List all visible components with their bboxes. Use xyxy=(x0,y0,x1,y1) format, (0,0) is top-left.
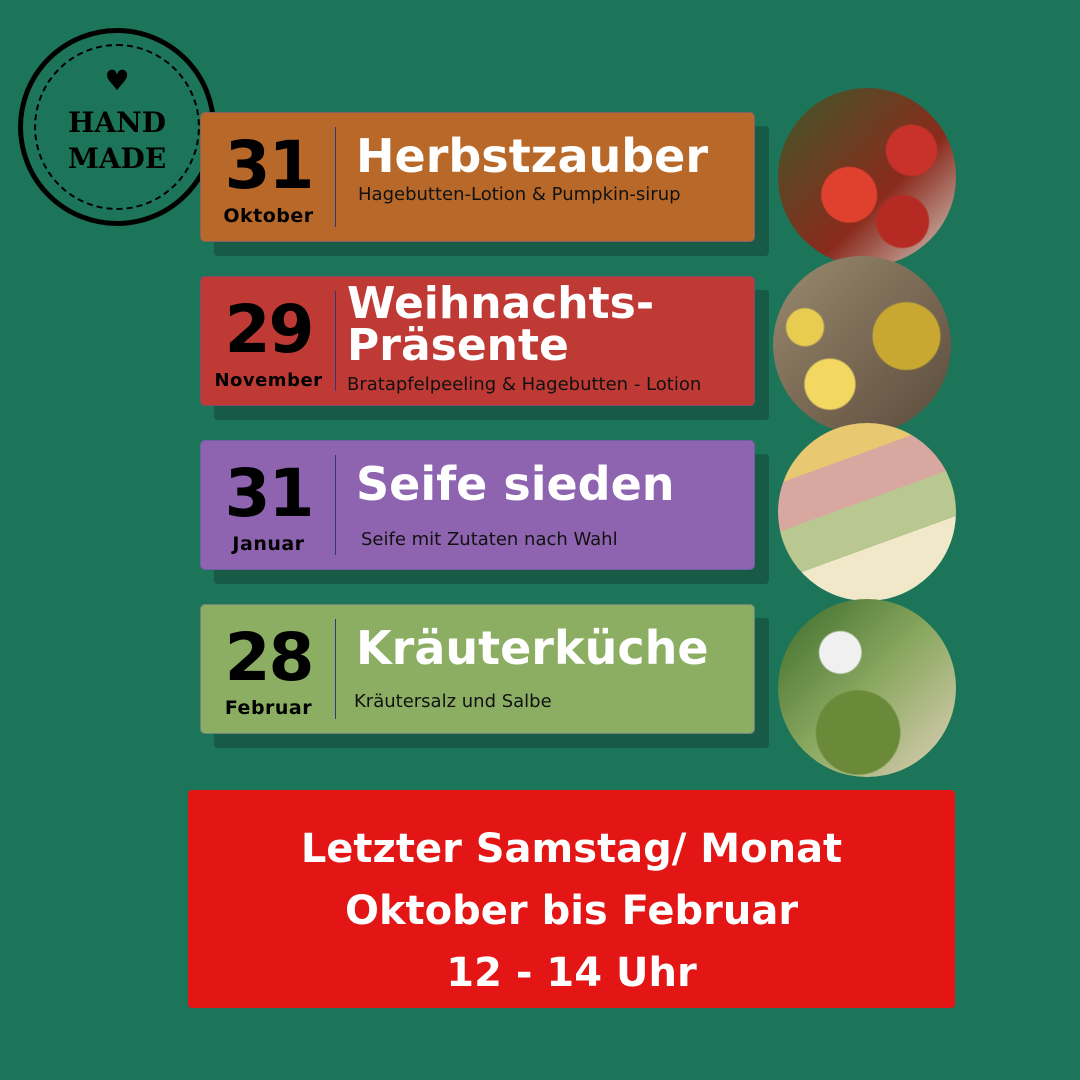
divider xyxy=(335,127,336,227)
event-month: Januar xyxy=(232,533,305,555)
event-subtitle: Hagebutten-Lotion & Pumpkin-sirup xyxy=(358,184,681,205)
banner-line3: 12 - 14 Uhr xyxy=(446,950,697,996)
event-month: Februar xyxy=(224,697,313,719)
event-card-seife: 31 Januar Seife sieden Seife mit Zutaten … xyxy=(200,440,755,570)
event-card-weihnachten: 29 November Weihnachts- Präsente Bratapfel… xyxy=(200,276,755,406)
event-subtitle: Seife mit Zutaten nach Wahl xyxy=(361,529,618,550)
title-line1: Weihnachts- xyxy=(347,278,655,329)
title-line2: Präsente xyxy=(347,320,569,371)
lemon-oil-photo xyxy=(773,256,951,434)
divider xyxy=(335,455,336,555)
divider xyxy=(335,619,336,719)
event-title: Herbstzauber xyxy=(356,129,709,183)
stamp-line1: HAND xyxy=(67,106,167,139)
handmade-stamp: ♥ HAND MADE xyxy=(18,28,216,226)
schedule-banner: Letzter Samstag/ Monat Oktober bis Febru… xyxy=(188,790,955,1008)
event-subtitle: Kräutersalz und Salbe xyxy=(354,691,552,712)
event-subtitle: Bratapfelpeeling & Hagebutten - Lotion xyxy=(347,374,702,395)
banner-line1: Letzter Samstag/ Monat xyxy=(300,826,843,872)
event-day: 28 xyxy=(224,619,315,696)
banner-line2: Oktober bis Februar xyxy=(344,888,799,934)
heart-icon: ♥ xyxy=(104,64,130,97)
event-day: 29 xyxy=(224,291,315,368)
rosehip-oil-photo xyxy=(778,88,956,266)
event-month: November xyxy=(214,370,323,391)
event-title: Weihnachts- Präsente xyxy=(347,282,654,368)
divider xyxy=(335,291,336,391)
event-card-herbstzauber: 31 Oktober Herbstzauber Hagebutten-Lotion… xyxy=(200,112,755,242)
event-title: Kräuterküche xyxy=(356,621,709,675)
event-card-kraeuter: 28 Februar Kräuterküche Kräutersalz und S… xyxy=(200,604,755,734)
event-month: Oktober xyxy=(223,205,314,227)
herbs-photo xyxy=(778,599,956,777)
event-day: 31 xyxy=(224,455,315,532)
stamp-line2: MADE xyxy=(67,142,167,175)
soap-photo xyxy=(778,423,956,601)
stamp-text: HAND MADE xyxy=(23,105,211,177)
event-day: 31 xyxy=(224,127,315,204)
event-title: Seife sieden xyxy=(356,457,675,511)
stamp-dashed-ring xyxy=(34,44,200,210)
